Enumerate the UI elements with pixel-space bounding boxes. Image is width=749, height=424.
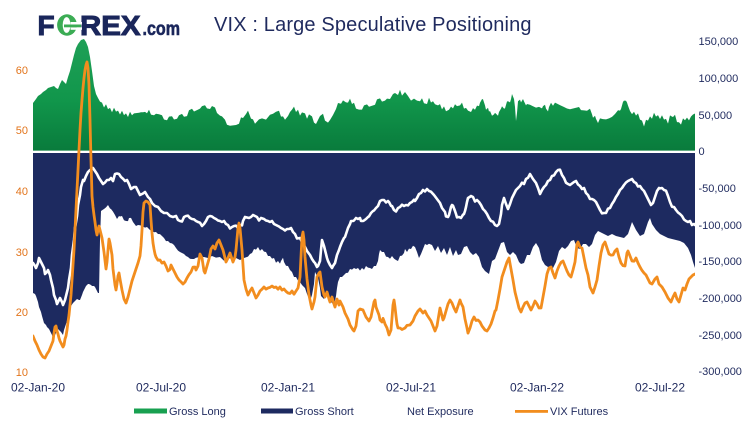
svg-text:-250,000: -250,000	[699, 330, 742, 342]
svg-text:F: F	[38, 10, 55, 41]
svg-text:-200,000: -200,000	[699, 293, 742, 305]
svg-text:50,000: 50,000	[699, 110, 733, 122]
svg-text:-100,000: -100,000	[699, 220, 742, 232]
svg-text:02-Jul-22: 02-Jul-22	[635, 381, 685, 395]
svg-text:100,000: 100,000	[699, 73, 739, 85]
svg-text:-300,000: -300,000	[699, 366, 742, 378]
svg-text:-50,000: -50,000	[699, 183, 736, 195]
svg-text:REX: REX	[80, 10, 141, 41]
svg-text:10: 10	[16, 367, 28, 379]
svg-text:VIX Futures: VIX Futures	[550, 406, 609, 418]
svg-text:Net Exposure: Net Exposure	[407, 406, 474, 418]
svg-text:30: 30	[16, 247, 28, 259]
svg-text:Gross Short: Gross Short	[295, 406, 354, 418]
svg-text:-150,000: -150,000	[699, 256, 742, 268]
svg-text:VIX : Large Speculative Positi: VIX : Large Speculative Positioning	[214, 14, 532, 36]
svg-text:60: 60	[16, 65, 28, 77]
svg-text:0: 0	[699, 146, 705, 158]
svg-text:02-Jan-21: 02-Jan-21	[261, 381, 315, 395]
svg-text:150,000: 150,000	[699, 36, 739, 48]
svg-text:02-Jan-22: 02-Jan-22	[510, 381, 564, 395]
svg-text:02-Jul-20: 02-Jul-20	[136, 381, 186, 395]
svg-text:40: 40	[16, 186, 28, 198]
svg-text:20: 20	[16, 307, 28, 319]
svg-text:50: 50	[16, 125, 28, 137]
svg-text:02-Jan-20: 02-Jan-20	[11, 381, 65, 395]
svg-text:.com: .com	[143, 19, 181, 40]
svg-text:Gross Long: Gross Long	[169, 406, 226, 418]
svg-text:02-Jul-21: 02-Jul-21	[386, 381, 436, 395]
